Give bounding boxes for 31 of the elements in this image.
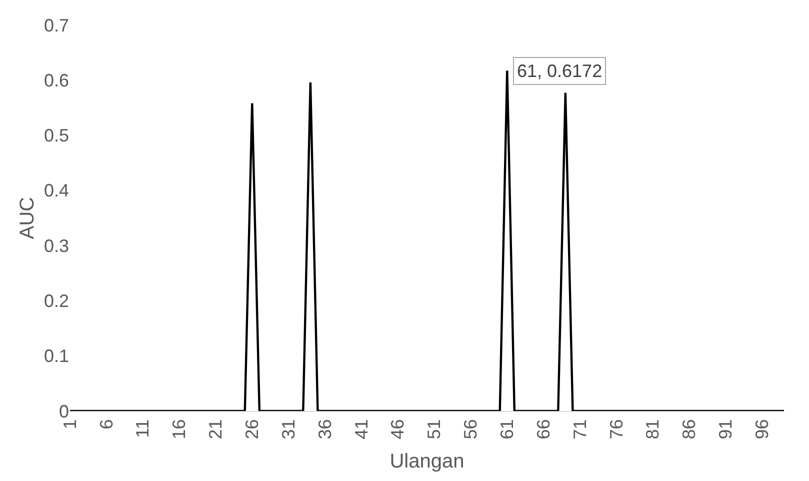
y-tick-label: 0.2 xyxy=(44,291,69,312)
x-tick-label: 56 xyxy=(460,419,481,440)
x-tick-label: 1 xyxy=(60,419,80,430)
x-tick-label: 21 xyxy=(206,419,226,440)
y-tick-label: 0.5 xyxy=(44,126,69,146)
y-tick-label: 0 xyxy=(58,401,69,422)
y-tick-label: 0.7 xyxy=(44,15,69,36)
x-tick-label: 96 xyxy=(752,419,772,440)
x-tick-label: 16 xyxy=(169,419,190,440)
y-tick-label: 0.4 xyxy=(44,180,69,201)
y-tick-label: 0.1 xyxy=(44,346,69,366)
x-tick-label: 26 xyxy=(242,419,262,440)
x-tick-label: 66 xyxy=(533,419,554,440)
x-tick-label: 36 xyxy=(314,419,335,440)
annotation: 61, 0.6172 xyxy=(517,61,602,81)
y-tick-label: 0.3 xyxy=(44,236,69,256)
y-axis-title: AUC xyxy=(16,196,38,240)
x-tick-label: 11 xyxy=(132,419,153,438)
x-tick-label: 46 xyxy=(388,419,408,440)
x-tick-label: 71 xyxy=(570,419,590,440)
x-tick-label: 86 xyxy=(679,419,700,440)
x-tick-label: 6 xyxy=(96,419,116,430)
x-tick-label: 76 xyxy=(606,419,626,440)
x-tick-label: 81 xyxy=(642,419,663,440)
x-axis-title: Ulangan xyxy=(390,450,464,473)
x-tick-label: 51 xyxy=(424,419,444,440)
y-tick-label: 0.6 xyxy=(44,70,69,90)
x-tick-label: 31 xyxy=(278,419,298,440)
x-tick-label: 91 xyxy=(716,419,736,440)
x-tick-label: 41 xyxy=(351,419,372,440)
x-tick-label: 61 xyxy=(496,419,517,440)
